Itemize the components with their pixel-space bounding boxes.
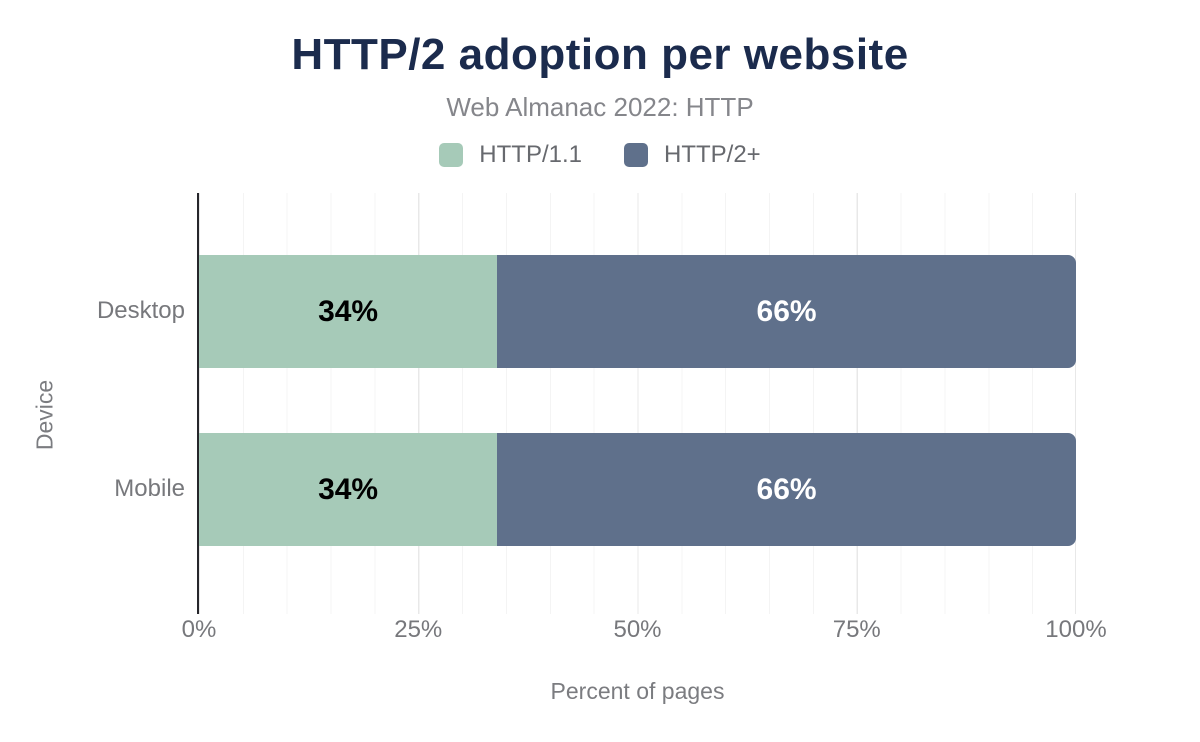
- plot-area: 34% 66% 34% 66%: [197, 193, 1076, 614]
- x-tick-label: 25%: [394, 616, 443, 643]
- legend-swatch-http11-icon: [439, 143, 464, 167]
- x-tick-label: 50%: [613, 616, 662, 643]
- bar-segment-mobile-http2plus[interactable]: 66%: [497, 433, 1076, 546]
- x-tick-label: 0%: [181, 616, 217, 643]
- x-axis-ticks: 0% 25% 50% 75% 100%: [182, 616, 1107, 646]
- category-label-desktop: Desktop: [96, 297, 185, 324]
- bar-desktop: 34% 66%: [199, 255, 1076, 368]
- category-label-mobile: Mobile: [114, 475, 185, 502]
- legend-label-http2plus: HTTP/2+: [664, 141, 761, 168]
- legend-item-http11[interactable]: HTTP/1.1: [439, 141, 582, 169]
- bar-value-mobile-http2plus: 66%: [756, 472, 817, 506]
- legend: HTTP/1.1 HTTP/2+: [0, 141, 1200, 169]
- legend-swatch-http2plus-icon: [624, 143, 648, 167]
- bar-segment-desktop-http11[interactable]: 34%: [199, 255, 498, 368]
- bar-segment-desktop-http2plus[interactable]: 66%: [497, 255, 1076, 368]
- bar-value-desktop-http2plus: 66%: [756, 294, 817, 328]
- legend-label-http11: HTTP/1.1: [479, 141, 582, 168]
- legend-item-http2plus[interactable]: HTTP/2+: [624, 141, 761, 169]
- bar-value-mobile-http11: 34%: [318, 472, 379, 506]
- x-tick-label: 100%: [1045, 616, 1107, 643]
- bar-mobile: 34% 66%: [199, 433, 1076, 546]
- bar-value-desktop-http11: 34%: [318, 294, 379, 328]
- chart-subtitle: Web Almanac 2022: HTTP: [446, 92, 754, 122]
- chart-title: HTTP/2 adoption per website: [291, 30, 909, 79]
- bar-segment-mobile-http11[interactable]: 34%: [199, 433, 498, 546]
- x-axis-title: Percent of pages: [550, 678, 725, 704]
- y-axis-title: Device: [31, 379, 58, 451]
- x-tick-label: 75%: [832, 616, 881, 643]
